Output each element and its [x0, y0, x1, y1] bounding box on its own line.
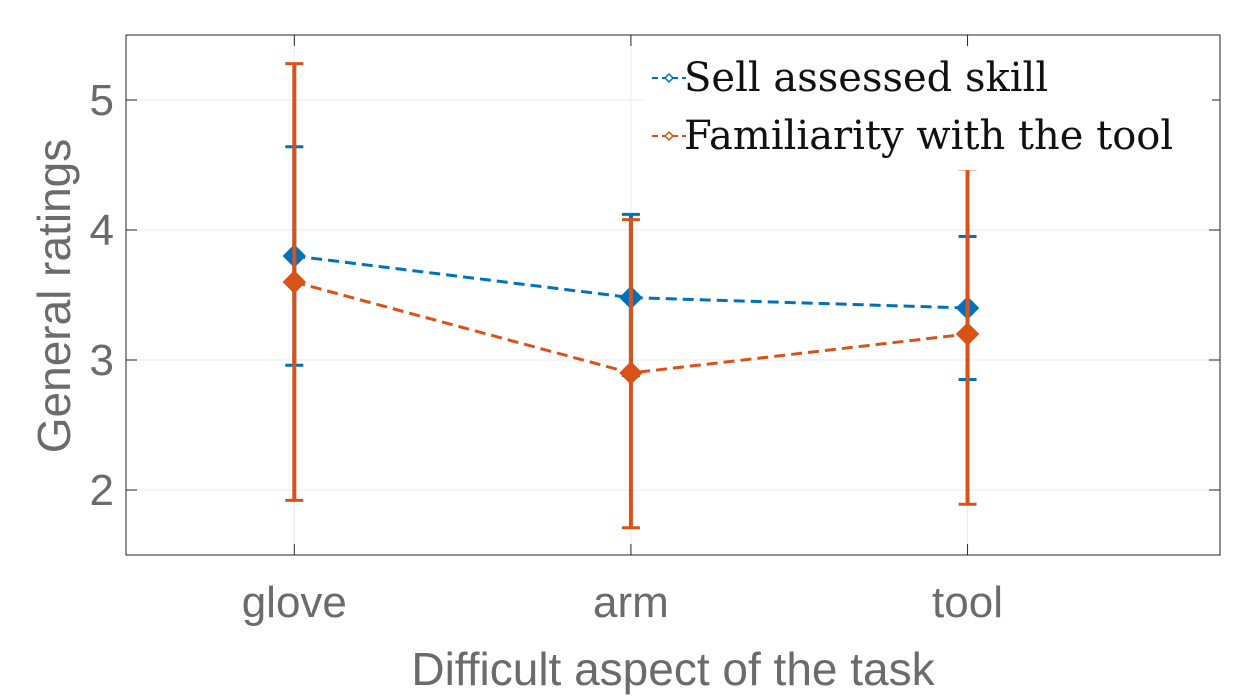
series-1: [282, 62, 980, 530]
x-tick-label-glove: glove: [242, 578, 347, 627]
plot-frame: [125, 34, 1221, 556]
tick-labels: 2 3 4 5 glove arm tool: [90, 76, 1003, 627]
y-tick-label-0: 2: [90, 466, 114, 515]
legend-swatch-marker-1: [663, 130, 675, 142]
legend-entry-1: Familiarity with the tool: [684, 113, 1173, 159]
data-point-1-0: [282, 270, 307, 294]
series-layer: [282, 62, 980, 530]
legend-entry-0: Sell assessed skill: [684, 55, 1048, 101]
series-line-0: [294, 254, 968, 310]
y-tick-label-3: 5: [90, 76, 114, 125]
y-tick-label-1: 3: [90, 336, 114, 385]
y-axis-label: General ratings: [28, 139, 80, 454]
legend: Sell assessed skill Familiarity with the …: [644, 48, 1212, 170]
data-point-1-2: [955, 322, 980, 346]
x-tick-label-arm: arm: [593, 578, 669, 627]
legend-background: [644, 48, 1212, 170]
x-tick-label-tool: tool: [932, 578, 1003, 627]
data-point-1-1: [619, 361, 643, 385]
legend-swatch-marker-0: [663, 72, 675, 84]
axis-ticks: [126, 35, 1220, 555]
x-axis-label: Difficult aspect of the task: [411, 643, 935, 695]
y-tick-label-2: 4: [90, 206, 114, 255]
